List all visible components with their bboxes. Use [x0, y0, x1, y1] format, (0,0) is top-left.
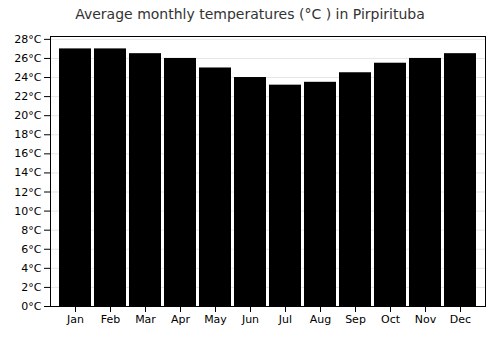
svg-text:18°C: 18°C — [14, 128, 41, 141]
svg-text:Nov: Nov — [415, 313, 437, 326]
svg-text:Aug: Aug — [310, 313, 331, 326]
svg-text:28°C: 28°C — [14, 33, 41, 46]
svg-text:10°C: 10°C — [14, 205, 41, 218]
svg-text:24°C: 24°C — [14, 71, 41, 84]
svg-text:16°C: 16°C — [14, 147, 41, 160]
svg-text:6°C: 6°C — [21, 243, 41, 256]
svg-text:May: May — [204, 313, 227, 326]
svg-text:26°C: 26°C — [14, 52, 41, 65]
svg-text:Jul: Jul — [278, 313, 292, 326]
svg-text:0°C: 0°C — [21, 300, 41, 313]
svg-text:Jun: Jun — [241, 313, 259, 326]
html-text:Average monthly temperatures (: Average monthly temperatures (°C ) in Pi… — [75, 6, 425, 22]
svg-text:Mar: Mar — [135, 313, 156, 326]
svg-text:2°C: 2°C — [21, 281, 41, 294]
svg-text:Jan: Jan — [66, 313, 84, 326]
svg-text:8°C: 8°C — [21, 224, 41, 237]
svg-text:Dec: Dec — [450, 313, 471, 326]
svg-text:12°C: 12°C — [14, 186, 41, 199]
svg-text:4°C: 4°C — [21, 262, 41, 275]
svg-text:Sep: Sep — [345, 313, 366, 326]
svg-text:Oct: Oct — [381, 313, 401, 326]
svg-text:20°C: 20°C — [14, 109, 41, 122]
svg-text:Feb: Feb — [101, 313, 120, 326]
svg-text:14°C: 14°C — [14, 166, 41, 179]
svg-text:22°C: 22°C — [14, 90, 41, 103]
svg-text:Apr: Apr — [171, 313, 191, 326]
